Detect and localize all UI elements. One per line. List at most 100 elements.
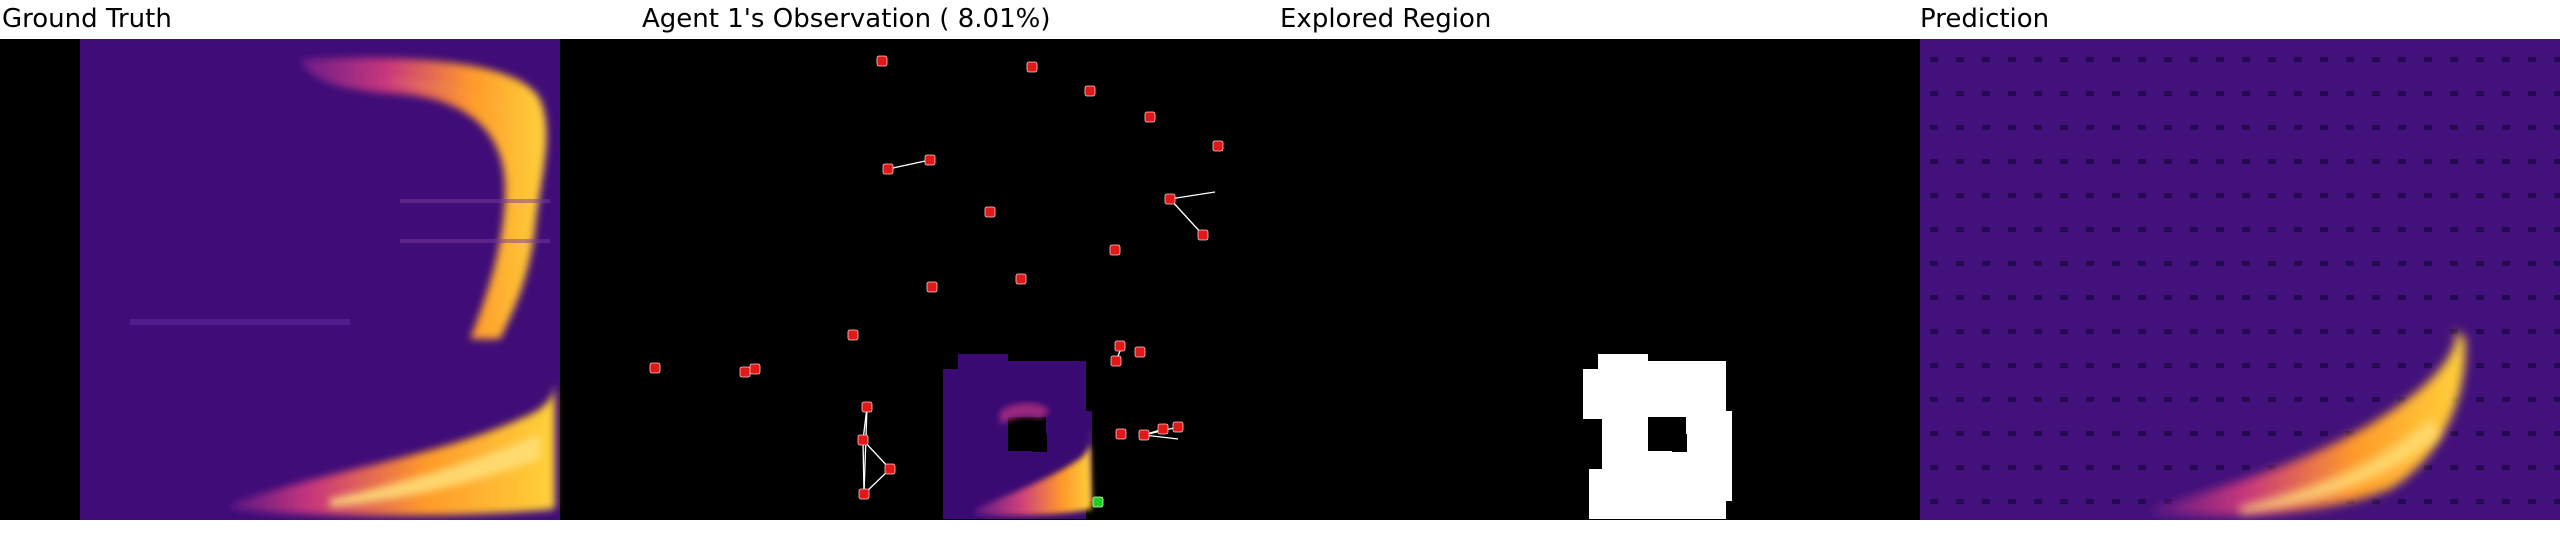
prediction-grid-dot <box>2008 227 2016 232</box>
prediction-grid-dot <box>2060 295 2068 300</box>
prediction-grid-dot <box>2502 431 2510 436</box>
prediction-grid-dot <box>2112 499 2120 504</box>
prediction-grid-dot <box>2346 227 2354 232</box>
prediction-grid-dot <box>2424 465 2432 470</box>
prediction-grid-dot <box>2190 159 2198 164</box>
prediction-grid-dot <box>2190 295 2198 300</box>
prediction-grid-dot <box>2008 397 2016 402</box>
prediction-grid-dot <box>2528 499 2536 504</box>
prediction-grid-dot <box>2164 329 2172 334</box>
prediction-grid-dot <box>2476 91 2484 96</box>
agent-marker-icon <box>1134 346 1146 358</box>
prediction-grid-dot <box>2112 159 2120 164</box>
prediction-grid-dot <box>2476 465 2484 470</box>
prediction-grid-dot <box>1930 465 1938 470</box>
prediction-grid-dot <box>2346 125 2354 130</box>
prediction-grid-dot <box>2190 227 2198 232</box>
prediction-grid-dot <box>2528 397 2536 402</box>
prediction-grid-dot <box>2086 397 2094 402</box>
agent-marker-icon <box>847 329 859 341</box>
prediction-grid-dot <box>1930 363 1938 368</box>
prediction-grid-dot <box>2008 329 2016 334</box>
prediction-grid-dot <box>2346 261 2354 266</box>
prediction-grid-dot <box>1956 465 1964 470</box>
prediction-grid-dot <box>1982 363 1990 368</box>
prediction-grid-dot <box>2502 91 2510 96</box>
prediction-grid-dot <box>2450 193 2458 198</box>
explored-region-mask <box>1583 354 1732 519</box>
prediction-grid-dot <box>2424 57 2432 62</box>
prediction-grid-dot <box>2372 261 2380 266</box>
prediction-grid-dot <box>2450 125 2458 130</box>
prediction-grid-dot <box>2138 329 2146 334</box>
prediction-grid-dot <box>2112 397 2120 402</box>
prediction-grid-dot <box>1956 295 1964 300</box>
prediction-grid-dot <box>2086 193 2094 198</box>
prediction-grid-dot <box>2138 125 2146 130</box>
prediction-grid-dot <box>2502 261 2510 266</box>
prediction-grid-dot <box>2216 227 2224 232</box>
prediction-grid-dot <box>1982 295 1990 300</box>
prediction-grid-dot <box>1956 91 1964 96</box>
prediction-grid-dot <box>2502 397 2510 402</box>
prediction-grid-dot <box>1982 261 1990 266</box>
prediction-grid-dot <box>2060 193 2068 198</box>
prediction-grid-dot <box>2320 329 2328 334</box>
prediction-grid-dot <box>2060 465 2068 470</box>
prediction-grid-dot <box>2060 329 2068 334</box>
prediction-grid-dot <box>2242 363 2250 368</box>
prediction-grid-dot <box>2034 227 2042 232</box>
prediction-grid-dot <box>2242 91 2250 96</box>
prediction-grid-dot <box>2164 159 2172 164</box>
agent-marker-icon <box>1115 428 1127 440</box>
agent-link-line <box>863 406 868 495</box>
prediction-grid-dot <box>2372 125 2380 130</box>
prediction-grid-dot <box>2086 261 2094 266</box>
prediction-grid-dot <box>2268 125 2276 130</box>
prediction-grid-dot <box>2138 91 2146 96</box>
prediction-grid-dot <box>2320 227 2328 232</box>
prediction-grid-dot <box>2268 465 2276 470</box>
prediction-grid-dot <box>2268 295 2276 300</box>
prediction-grid-dot <box>2554 329 2560 334</box>
prediction-grid-dot <box>2320 261 2328 266</box>
prediction-grid-dot <box>2528 193 2536 198</box>
prediction-panel <box>1920 39 2560 520</box>
prediction-grid-dot <box>2554 159 2560 164</box>
prediction-grid-dot <box>2164 499 2172 504</box>
prediction-grid-dot <box>2216 363 2224 368</box>
agent-marker-icon <box>1212 140 1224 152</box>
prediction-grid-dot <box>2086 363 2094 368</box>
prediction-grid-dot <box>2294 125 2302 130</box>
prediction-grid-dot <box>2424 125 2432 130</box>
prediction-grid-dot <box>2528 125 2536 130</box>
prediction-grid-dot <box>2346 431 2354 436</box>
prediction-grid-dot <box>2450 227 2458 232</box>
prediction-grid-dot <box>2112 431 2120 436</box>
agent-marker-icon <box>1084 85 1096 97</box>
prediction-grid-dot <box>2138 397 2146 402</box>
prediction-grid-dot <box>2138 227 2146 232</box>
prediction-grid-dot <box>2450 465 2458 470</box>
prediction-grid-dot <box>1982 125 1990 130</box>
prediction-grid-dot <box>2034 499 2042 504</box>
prediction-grid-dot <box>1982 57 1990 62</box>
ground-truth-panel <box>0 39 640 520</box>
prediction-grid-dot <box>2164 193 2172 198</box>
prediction-grid-dot <box>2554 57 2560 62</box>
prediction-grid-dot <box>2476 295 2484 300</box>
prediction-grid-dot <box>2034 91 2042 96</box>
prediction-grid-dot <box>2164 261 2172 266</box>
prediction-grid-dot <box>2190 91 2198 96</box>
prediction-grid-dot <box>2424 159 2432 164</box>
prediction-grid-dot <box>2268 193 2276 198</box>
prediction-grid-dot <box>2476 261 2484 266</box>
prediction-grid-dot <box>2268 329 2276 334</box>
prediction-grid-dot <box>2528 431 2536 436</box>
agent-link-line <box>887 159 931 170</box>
prediction-grid-dot <box>2164 295 2172 300</box>
prediction-grid-dot <box>2320 363 2328 368</box>
prediction-grid-dot <box>2398 295 2406 300</box>
explored-region-panel <box>1280 39 1920 520</box>
prediction-grid-dot <box>1930 397 1938 402</box>
